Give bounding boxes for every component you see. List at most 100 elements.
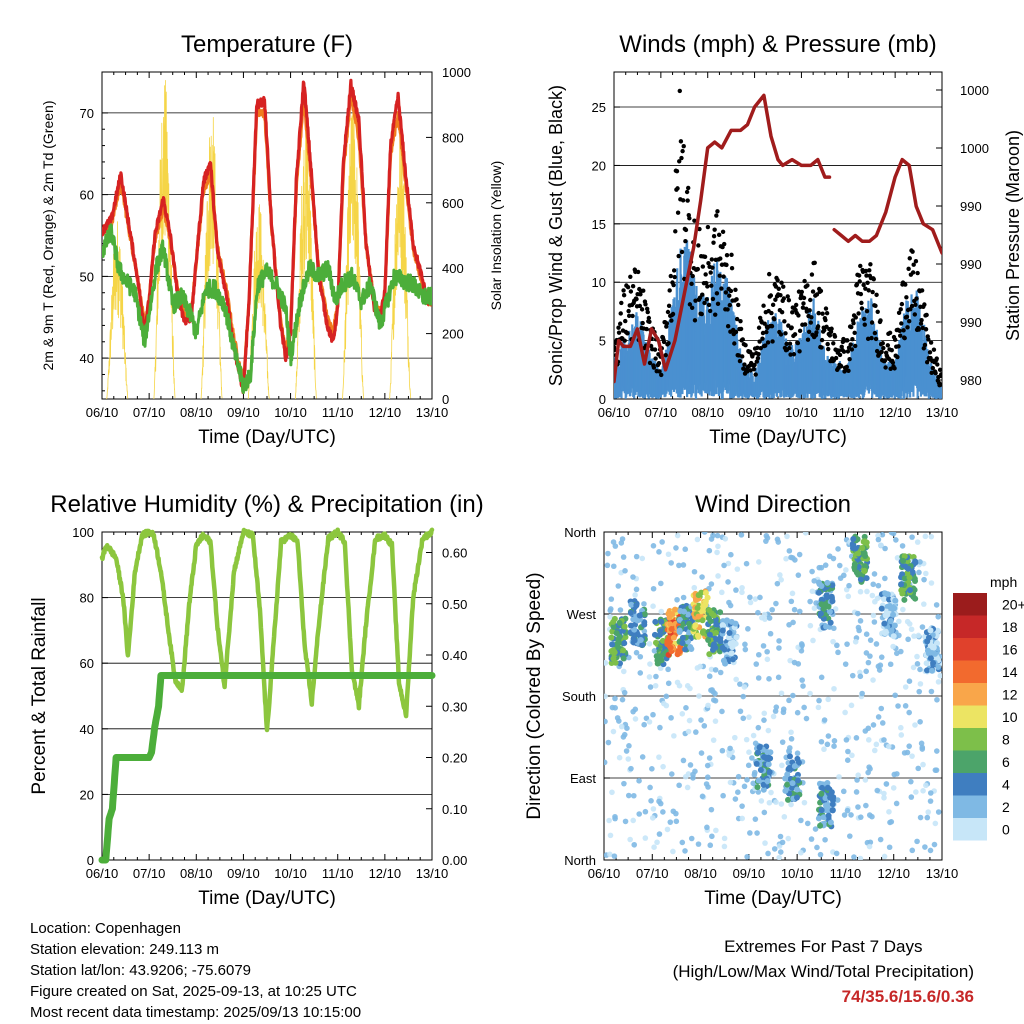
direction-point — [649, 766, 655, 772]
direction-point — [755, 789, 762, 795]
direction-point — [715, 543, 721, 550]
direction-point — [845, 748, 851, 755]
direction-point — [773, 799, 779, 805]
gust-point — [683, 227, 689, 233]
gust-point — [792, 332, 798, 337]
direction-point — [676, 562, 682, 569]
direction-point — [760, 781, 767, 788]
direction-point — [670, 634, 677, 641]
direction-point — [764, 648, 770, 655]
direction-point — [628, 765, 634, 772]
direction-point — [807, 622, 814, 629]
direction-point — [822, 795, 829, 802]
gust-point — [680, 198, 686, 203]
direction-point — [881, 794, 887, 801]
direction-point — [673, 818, 680, 825]
gust-point — [858, 263, 863, 269]
direction-point — [788, 598, 795, 605]
direction-point — [909, 753, 915, 759]
gust-point — [899, 301, 905, 307]
direction-point — [699, 574, 705, 580]
legend-label: 18 — [1002, 619, 1018, 635]
direction-point — [849, 752, 855, 759]
gust-point — [618, 311, 623, 316]
gust-point — [885, 343, 891, 348]
gust-point — [881, 345, 886, 351]
direction-point — [825, 812, 832, 819]
direction-point — [784, 781, 791, 788]
direction-point — [747, 830, 753, 836]
x-tick-label: 09/10 — [733, 866, 766, 881]
gust-point — [770, 302, 776, 308]
direction-point — [618, 723, 625, 730]
direction-point — [920, 788, 926, 794]
direction-point — [755, 651, 762, 658]
y-tick-label: 20 — [592, 158, 606, 173]
gust-point — [724, 252, 730, 258]
direction-point — [786, 621, 792, 628]
gust-point — [779, 280, 784, 285]
gust-point — [668, 273, 673, 279]
gust-point — [761, 303, 766, 308]
direction-point — [802, 532, 809, 536]
direction-point — [719, 747, 726, 754]
gust-point — [797, 349, 802, 354]
direction-point — [679, 634, 686, 641]
direction-point — [674, 596, 680, 603]
chart-title: Wind Direction — [695, 491, 851, 518]
direction-point — [755, 609, 761, 616]
solar-insolation-line — [106, 221, 129, 399]
direction-point — [870, 581, 877, 588]
direction-point — [755, 724, 762, 731]
direction-point — [660, 763, 666, 770]
gust-point — [695, 266, 700, 272]
direction-point — [900, 557, 907, 564]
x-tick-label: 06/10 — [588, 866, 621, 881]
x-tick-label: 13/10 — [926, 866, 959, 881]
gust-point — [756, 325, 762, 330]
direction-point — [823, 594, 830, 601]
direction-point — [620, 668, 627, 675]
gust-point — [641, 288, 646, 293]
direction-point — [908, 794, 915, 800]
gust-point — [856, 273, 862, 278]
gust-point — [786, 323, 791, 328]
gust-point — [871, 276, 876, 282]
gust-point — [621, 288, 626, 293]
direction-point — [773, 600, 779, 607]
gust-point — [765, 340, 771, 345]
direction-point — [892, 692, 898, 699]
direction-point — [829, 807, 836, 814]
x-tick-label: 13/10 — [416, 405, 449, 420]
direction-point — [893, 650, 900, 657]
direction-point — [653, 673, 659, 680]
x-tick-label: 08/10 — [691, 405, 724, 420]
direction-point — [905, 565, 912, 572]
y-tick-label: 40 — [80, 722, 94, 737]
station-info: Location: Copenhagen Station elevation: … — [30, 918, 361, 1023]
gust-point — [741, 366, 746, 371]
direction-point — [785, 796, 792, 803]
x-tick-label: 08/10 — [684, 866, 717, 881]
direction-point — [727, 602, 734, 609]
direction-point — [641, 611, 648, 618]
gust-point — [896, 310, 902, 316]
direction-point — [708, 536, 715, 542]
extremes-subtitle: (High/Low/Max Wind/Total Precipitation) — [672, 962, 974, 981]
y-tick-label: 60 — [80, 188, 94, 203]
direction-point — [658, 618, 665, 625]
gust-point — [665, 309, 671, 315]
direction-point — [786, 753, 793, 760]
direction-point — [924, 814, 931, 821]
direction-point — [845, 593, 852, 600]
direction-point — [740, 693, 747, 700]
gust-point — [801, 295, 807, 301]
x-axis-label: Time (Day/UTC) — [198, 427, 336, 448]
direction-point — [778, 690, 785, 697]
direction-point — [616, 718, 622, 724]
direction-point — [920, 761, 926, 768]
direction-point — [760, 786, 767, 793]
direction-point — [673, 545, 679, 551]
direction-point — [934, 627, 941, 634]
direction-point — [925, 634, 932, 641]
